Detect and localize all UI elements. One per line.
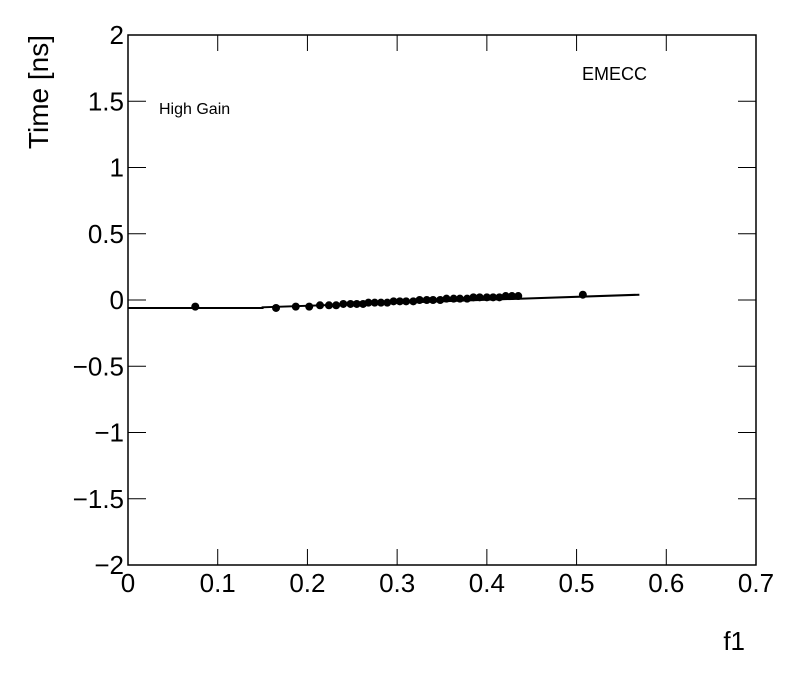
annotation: EMECC xyxy=(582,64,647,84)
data-point xyxy=(191,302,200,311)
x-tick-label: 0 xyxy=(121,568,135,598)
data-point xyxy=(272,303,281,312)
fit-line xyxy=(128,293,640,309)
x-tick-label: 0.4 xyxy=(469,568,505,598)
y-tick-label: −2 xyxy=(94,550,124,580)
x-tick-label: 0.2 xyxy=(289,568,325,598)
x-tick-label: 0.5 xyxy=(558,568,594,598)
data-point xyxy=(501,292,510,301)
data-point xyxy=(402,297,411,306)
annotation: High Gain xyxy=(159,101,230,118)
y-tick-label: 0.5 xyxy=(88,219,124,249)
y-axis-label: Time [ns] xyxy=(23,35,54,149)
data-point xyxy=(429,296,438,304)
y-tick-label: −1 xyxy=(94,418,124,448)
y-tick-label: −0.5 xyxy=(73,351,124,381)
x-tick-label: 0.3 xyxy=(379,568,415,598)
y-tick-label: 1.5 xyxy=(88,86,124,116)
y-tick-label: 0 xyxy=(110,285,124,315)
x-tick-label: 0.6 xyxy=(648,568,684,598)
y-tick-label: 1 xyxy=(110,153,124,183)
x-tick-label: 0.7 xyxy=(738,568,774,598)
y-tick-label: 2 xyxy=(110,20,124,50)
x-tick-label: 0.1 xyxy=(200,568,236,598)
y-tick-label: −1.5 xyxy=(73,484,124,514)
x-axis-label: f1 xyxy=(723,626,745,656)
